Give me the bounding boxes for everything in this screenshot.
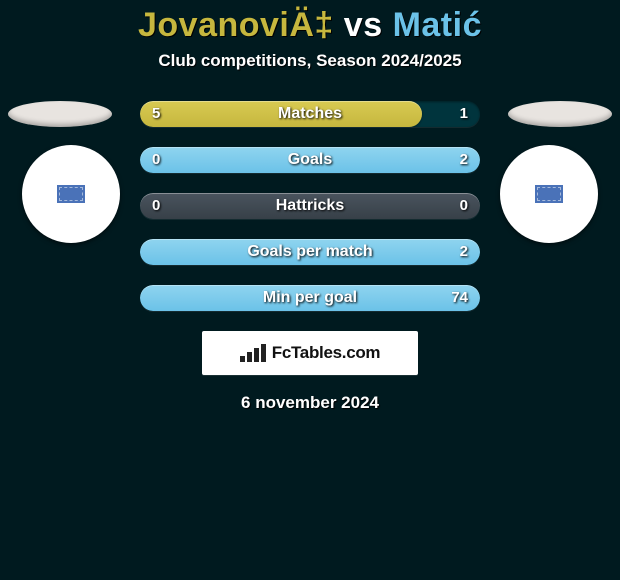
date-text: 6 november 2024 <box>0 393 620 413</box>
stat-value-right: 2 <box>460 239 468 265</box>
stat-value-right: 1 <box>460 101 468 127</box>
comparison-card: JovanoviÄ‡ vs Matić Club competitions, S… <box>0 0 620 580</box>
player2-flag-icon <box>535 185 563 203</box>
stat-value-left: 0 <box>152 193 160 219</box>
stat-value-right: 0 <box>460 193 468 219</box>
stat-value-right: 2 <box>460 147 468 173</box>
brand-box[interactable]: FcTables.com <box>202 331 418 375</box>
player2-pad <box>508 101 612 127</box>
stat-value-left: 5 <box>152 101 160 127</box>
player1-pad <box>8 101 112 127</box>
stat-value-left: 0 <box>152 147 160 173</box>
player1-flag-icon <box>57 185 85 203</box>
stat-bar: Matches5 1 <box>140 101 480 127</box>
stat-label: Matches <box>140 101 480 127</box>
stat-bar: Hattricks0 0 <box>140 193 480 219</box>
title-player1: JovanoviÄ‡ <box>138 6 334 44</box>
stat-bar: Min per goal74 <box>140 285 480 311</box>
title-vs: vs <box>344 6 383 44</box>
main-area: Matches51Goals02Hattricks00Goals per mat… <box>0 101 620 413</box>
brand-text: FcTables.com <box>272 343 381 363</box>
stat-label: Hattricks <box>140 193 480 219</box>
stat-value-right: 74 <box>451 285 468 311</box>
brand-logo-icon <box>240 344 266 362</box>
player2-badge <box>500 145 598 243</box>
stat-bars: Matches51Goals02Hattricks00Goals per mat… <box>140 101 480 311</box>
stat-bar: Goals0 2 <box>140 147 480 173</box>
stat-label: Min per goal <box>140 285 480 311</box>
stat-label: Goals <box>140 147 480 173</box>
page-title: JovanoviÄ‡ vs Matić <box>0 0 620 45</box>
subtitle: Club competitions, Season 2024/2025 <box>0 51 620 71</box>
stat-label: Goals per match <box>140 239 480 265</box>
title-player2: Matić <box>393 6 482 44</box>
player1-badge <box>22 145 120 243</box>
stat-bar: Goals per match2 <box>140 239 480 265</box>
